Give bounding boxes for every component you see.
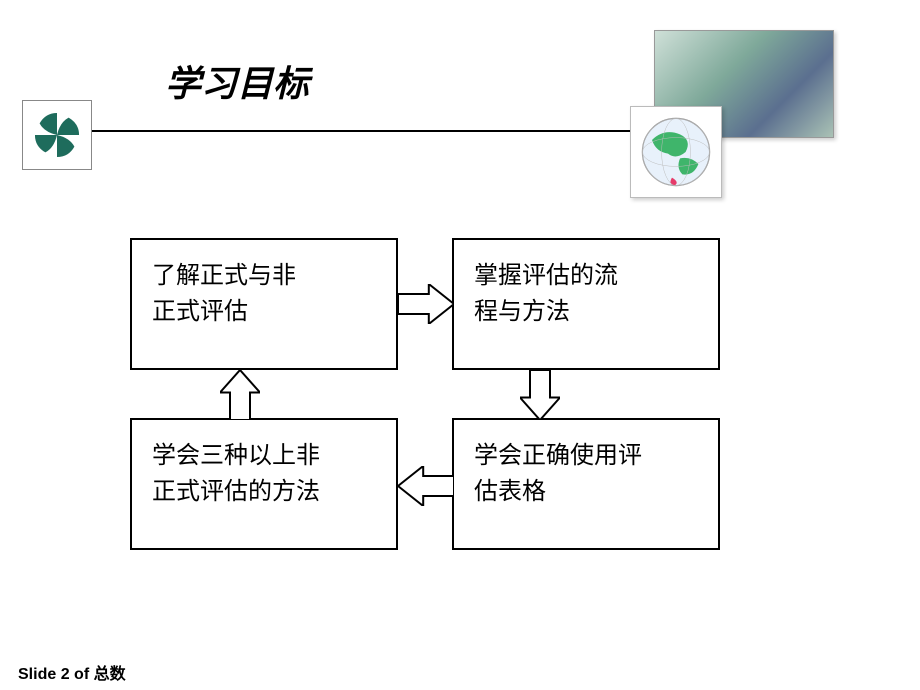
slide-footer: Slide 2 of 总数 (18, 660, 126, 684)
flow-node-n4-line: 学会三种以上非 (152, 438, 376, 474)
flow-node-n1: 了解正式与非正式评估 (130, 238, 398, 370)
flow-node-n3-line: 学会正确使用评 (474, 438, 698, 474)
flow-node-n1-line: 正式评估 (152, 294, 376, 330)
flow-node-n4: 学会三种以上非正式评估的方法 (130, 418, 398, 550)
flow-node-n1-line: 了解正式与非 (152, 258, 376, 294)
flow-node-n2-line: 掌握评估的流 (474, 258, 698, 294)
footer-of: of (70, 666, 94, 683)
flow-node-n4-line: 正式评估的方法 (152, 474, 376, 510)
flow-node-n3-line: 估表格 (474, 474, 698, 510)
pinwheel-logo-icon (28, 106, 86, 164)
title-underline (32, 130, 672, 132)
footer-prefix: Slide (18, 666, 61, 683)
flow-node-n3: 学会正确使用评估表格 (452, 418, 720, 550)
globe-image (630, 106, 722, 198)
footer-total: 总数 (94, 666, 126, 683)
flow-arrow-n1-n2 (398, 284, 454, 324)
flow-node-n2-line: 程与方法 (474, 294, 698, 330)
slide-title: 学习目标 (165, 55, 309, 107)
flow-node-n2: 掌握评估的流程与方法 (452, 238, 720, 370)
flow-arrow-n2-n3 (520, 370, 560, 420)
footer-num: 2 (61, 666, 70, 683)
flow-arrow-n4-n1 (220, 370, 260, 420)
logo-box (22, 100, 92, 170)
flow-arrow-n3-n4 (398, 466, 454, 506)
